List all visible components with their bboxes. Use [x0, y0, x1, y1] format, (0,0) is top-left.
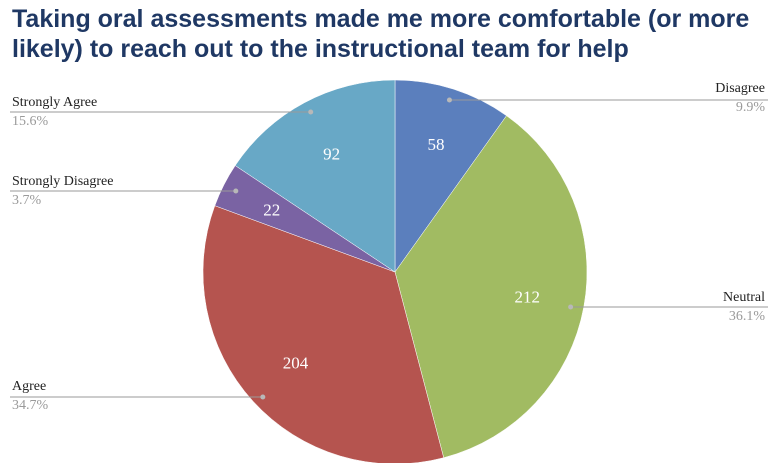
pie-slice-disagree [394, 79, 507, 273]
legend-label-disagree: Disagree [715, 81, 765, 96]
leader-dot-strongly-agree [308, 109, 314, 115]
slice-value-label-disagree: 58 [427, 135, 444, 154]
legend-label-strongly-disagree: Strongly Disagree [12, 174, 113, 189]
legend-label-neutral: Neutral [723, 290, 765, 305]
slice-value-label-strongly-disagree: 22 [263, 200, 280, 219]
legend-percent-agree: 34.7% [12, 398, 49, 413]
legend-percent-strongly-agree: 15.6% [12, 114, 49, 129]
leader-dot-neutral [568, 304, 574, 310]
slice-value-label-neutral: 212 [514, 287, 540, 306]
leader-dot-disagree [446, 97, 452, 103]
legend-percent-strongly-disagree: 3.7% [12, 193, 42, 208]
legend-label-strongly-agree: Strongly Agree [12, 95, 97, 110]
pie-slice-strongly-agree [234, 79, 396, 273]
chart-title: Taking oral assessments made me more com… [12, 5, 750, 63]
slice-value-label-strongly-agree: 92 [323, 145, 340, 164]
leader-dot-agree [260, 394, 266, 400]
slice-value-label-agree: 204 [283, 353, 309, 372]
legend-percent-neutral: 36.1% [729, 309, 766, 324]
legend-label-agree: Agree [12, 379, 46, 394]
leader-dot-strongly-disagree [233, 188, 239, 194]
legend-percent-disagree: 9.9% [736, 100, 766, 115]
